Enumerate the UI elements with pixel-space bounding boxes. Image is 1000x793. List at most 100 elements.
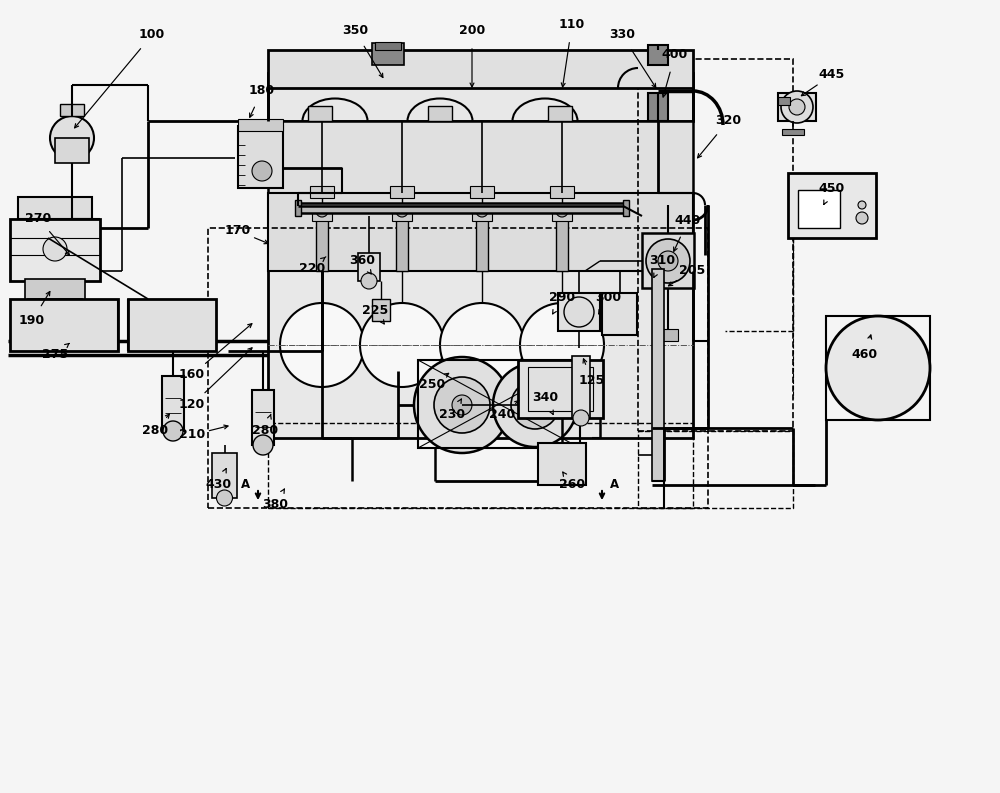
Circle shape [280,303,364,387]
Circle shape [434,377,490,433]
Bar [648,93,668,121]
Text: 340: 340 [532,392,558,404]
Bar [392,211,412,221]
Circle shape [493,363,577,447]
Bar [602,293,637,335]
Text: 225: 225 [362,305,388,317]
Bar [25,279,85,301]
Circle shape [511,381,559,429]
Text: 100: 100 [139,29,165,41]
Text: 440: 440 [675,214,701,228]
Text: 280: 280 [142,424,168,438]
Circle shape [826,316,930,420]
Circle shape [360,303,444,387]
Text: 350: 350 [342,25,368,37]
Circle shape [658,251,678,271]
Text: 320: 320 [715,114,741,128]
Text: 230: 230 [439,408,465,422]
Bar [552,211,572,221]
Circle shape [43,237,67,261]
Bar [652,269,664,481]
Bar [310,186,334,198]
Circle shape [252,161,272,181]
Bar [782,129,804,135]
Text: 360: 360 [349,255,375,267]
Bar [268,193,693,271]
Text: 445: 445 [819,68,845,82]
Bar [28,299,82,321]
Circle shape [781,91,813,123]
Bar [518,360,603,418]
Text: 290: 290 [549,292,575,305]
Circle shape [573,410,589,426]
Bar [268,121,693,193]
Text: 250: 250 [419,378,445,392]
Bar [252,390,274,445]
Bar [128,299,216,351]
Bar [372,43,404,65]
Text: 270: 270 [25,212,51,224]
Text: 160: 160 [179,369,205,381]
Circle shape [316,205,328,217]
Bar [418,360,580,448]
Bar [778,97,790,105]
Text: 240: 240 [489,408,515,422]
Text: A: A [610,478,620,492]
Text: 170: 170 [225,224,251,237]
Bar [55,138,89,163]
Circle shape [440,303,524,387]
Bar [826,316,930,420]
Bar [212,453,237,498]
Bar [298,203,626,213]
Bar [572,356,590,418]
Bar [238,126,283,188]
Bar [638,431,793,508]
Text: 275: 275 [42,348,68,362]
Bar [10,219,100,281]
Bar [470,186,494,198]
Bar [375,42,401,50]
Bar [623,200,629,216]
Bar [658,329,678,341]
Circle shape [564,297,594,327]
Text: 380: 380 [262,499,288,511]
Circle shape [452,395,472,415]
Bar [558,293,600,331]
Bar [428,106,452,121]
Bar [648,45,668,65]
Bar [472,211,492,221]
Circle shape [216,490,232,506]
Circle shape [253,435,273,455]
Bar [788,173,876,238]
Circle shape [163,421,183,441]
Text: 300: 300 [595,292,621,305]
Circle shape [476,205,488,217]
Bar [778,93,816,121]
Bar [642,233,694,288]
Text: 260: 260 [559,478,585,492]
Bar [556,216,568,271]
Circle shape [856,212,868,224]
Text: 450: 450 [819,182,845,194]
Bar [358,253,380,281]
Bar [268,50,693,88]
Text: 220: 220 [299,262,325,274]
Text: 180: 180 [249,85,275,98]
Circle shape [361,273,377,289]
Bar [396,216,408,271]
Bar [10,299,118,351]
Bar [372,299,390,321]
Text: 190: 190 [19,315,45,328]
Bar [312,211,332,221]
Text: 400: 400 [662,48,688,62]
Circle shape [396,205,408,217]
Circle shape [556,205,568,217]
Bar [308,106,332,121]
Bar [268,73,693,121]
Bar [18,197,92,219]
Bar [268,193,693,438]
Bar [390,186,414,198]
Circle shape [414,357,510,453]
Text: 460: 460 [852,348,878,362]
Text: 120: 120 [179,399,205,412]
